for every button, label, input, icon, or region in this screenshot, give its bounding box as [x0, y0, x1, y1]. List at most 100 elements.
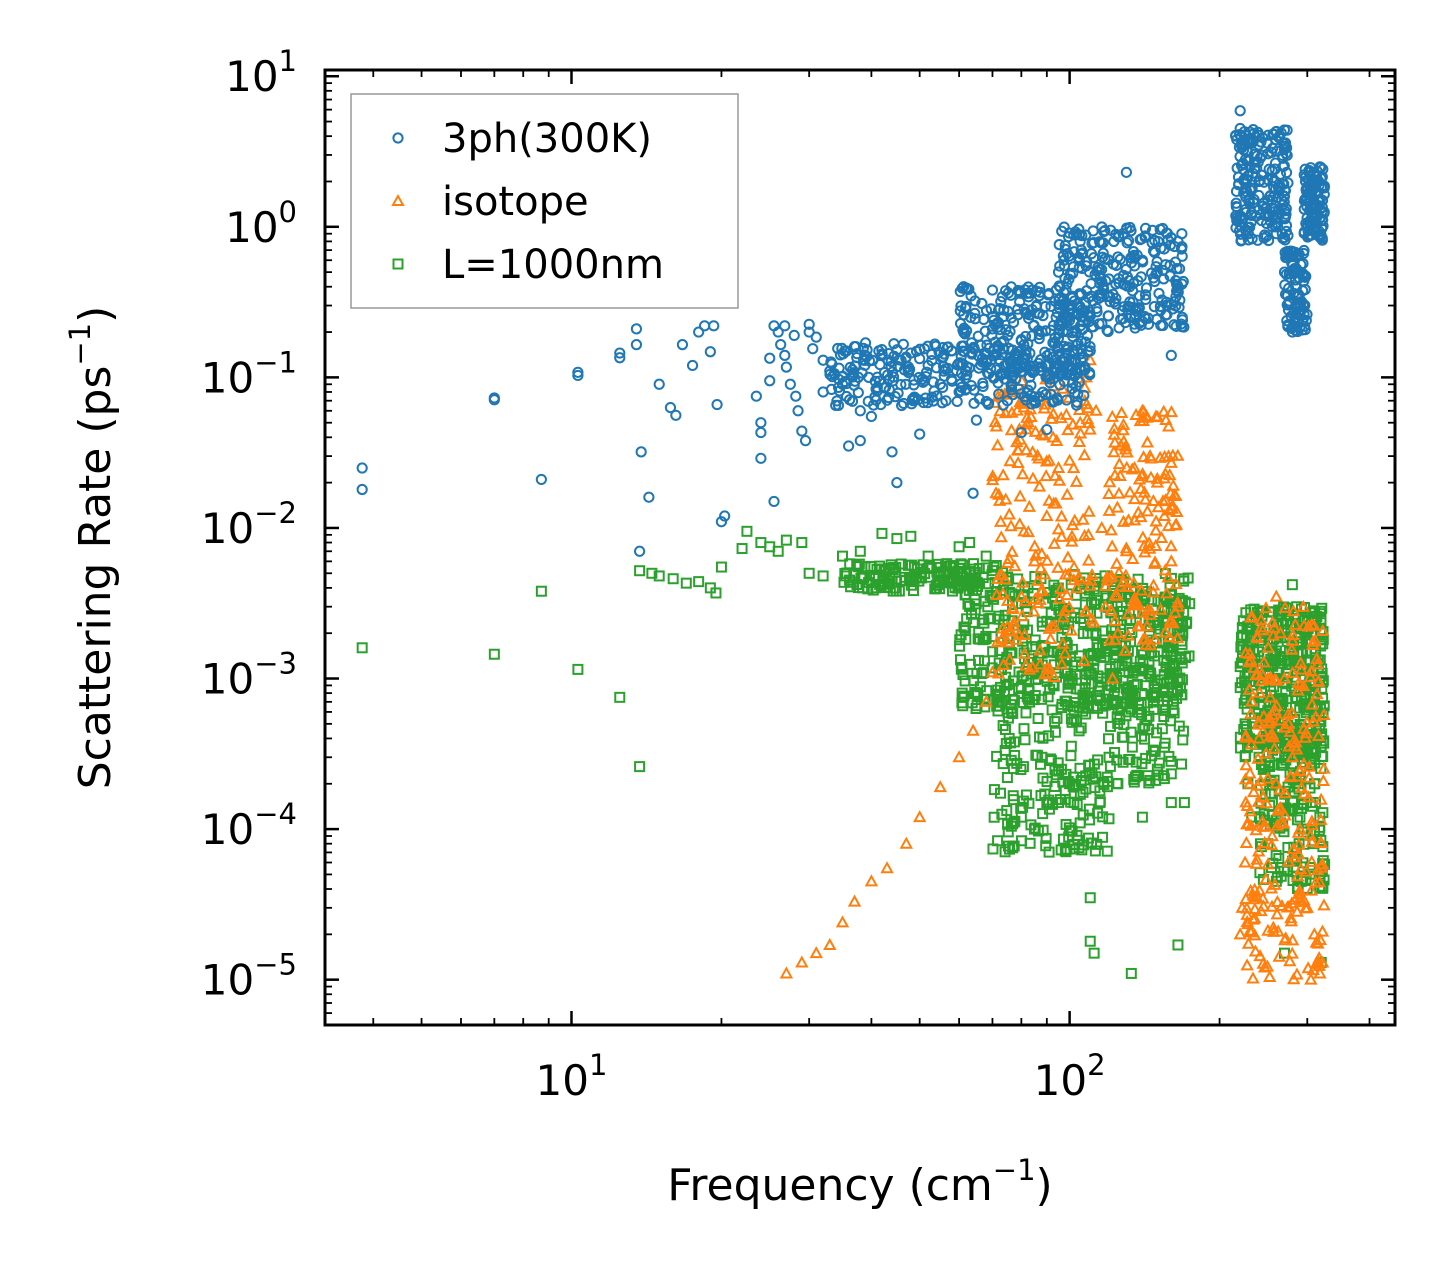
data-point-isotope: [1315, 924, 1330, 937]
data-point-isotope: [1136, 450, 1151, 463]
data-point-isotope: [880, 861, 894, 874]
data-point-isotope: [993, 514, 1008, 527]
data-point-boundary: [954, 634, 966, 646]
data-point-3ph: [989, 336, 1001, 348]
data-point-boundary: [1074, 762, 1086, 774]
data-point-boundary: [1163, 750, 1175, 762]
data-point-3ph: [987, 371, 1000, 383]
data-point-isotope: [1046, 430, 1060, 443]
data-point-boundary: [960, 633, 972, 645]
data-point-isotope: [1010, 435, 1024, 448]
data-point-3ph: [940, 395, 952, 407]
data-point-isotope: [1015, 467, 1030, 480]
data-point-isotope: [1297, 786, 1311, 799]
data-point-3ph: [883, 384, 895, 396]
data-point-isotope: [1069, 474, 1084, 487]
data-point-boundary: [741, 525, 753, 537]
data-point-boundary: [634, 565, 646, 577]
data-point-3ph: [1063, 314, 1076, 326]
data-point-3ph: [1002, 329, 1014, 341]
data-point-isotope: [1257, 709, 1271, 722]
data-point-isotope: [1050, 433, 1064, 446]
data-point-boundary: [1077, 809, 1089, 821]
data-point-isotope: [996, 657, 1011, 670]
data-point-boundary: [1075, 775, 1087, 787]
data-point-3ph: [873, 345, 885, 357]
data-point-isotope: [1169, 488, 1183, 502]
data-point-isotope: [899, 836, 913, 849]
data-point-boundary: [1139, 733, 1151, 745]
data-point-boundary: [488, 648, 500, 660]
data-point-boundary: [1153, 757, 1165, 769]
data-point-boundary: [890, 585, 902, 597]
data-point-isotope: [795, 955, 809, 968]
data-point-3ph: [871, 371, 883, 383]
data-point-3ph: [1012, 309, 1024, 321]
data-point-boundary: [1073, 725, 1085, 737]
data-point-isotope: [1243, 883, 1258, 896]
data-point-boundary: [859, 561, 871, 573]
data-point-boundary: [1006, 588, 1018, 600]
data-point-3ph: [1110, 259, 1123, 271]
data-point-3ph: [997, 399, 1009, 411]
data-point-isotope: [1275, 898, 1289, 912]
data-point-boundary: [1147, 744, 1159, 756]
data-point-isotope: [1129, 407, 1143, 420]
data-point-isotope: [1158, 625, 1172, 638]
data-point-isotope: [991, 571, 1005, 584]
data-point-boundary: [958, 621, 970, 633]
data-point-boundary: [1178, 797, 1190, 809]
data-point-isotope: [1064, 623, 1079, 636]
data-point-isotope: [996, 468, 1010, 481]
data-point-3ph: [1009, 349, 1021, 362]
data-point-isotope: [1265, 615, 1280, 628]
data-point-boundary: [891, 533, 903, 545]
data-point-isotope: [1252, 731, 1266, 744]
data-point-isotope: [1169, 517, 1184, 530]
data-point-isotope: [1019, 658, 1033, 671]
data-point-isotope: [1080, 411, 1095, 424]
data-point-3ph: [1290, 281, 1302, 293]
data-point-boundary: [1050, 769, 1062, 781]
data-point-3ph: [792, 405, 804, 417]
data-point-isotope: [1125, 462, 1139, 475]
data-point-3ph: [1093, 292, 1105, 304]
data-point-boundary: [1080, 708, 1092, 720]
data-point-3ph: [1168, 319, 1180, 331]
data-point-boundary: [1273, 853, 1285, 865]
data-point-boundary: [1043, 730, 1055, 742]
data-point-3ph: [1062, 326, 1074, 338]
data-point-3ph: [830, 399, 842, 411]
data-point-isotope: [1265, 829, 1279, 842]
data-point-boundary: [1093, 642, 1105, 654]
data-point-3ph: [1033, 333, 1045, 345]
data-point-3ph: [1117, 269, 1130, 281]
data-point-3ph: [1058, 260, 1070, 272]
data-point-boundary: [1236, 622, 1248, 634]
data-point-isotope: [1027, 539, 1042, 552]
data-point-boundary: [858, 572, 870, 584]
data-point-isotope: [1249, 856, 1264, 869]
x-axis-label-main: Frequency (cm: [667, 1160, 993, 1211]
data-point-boundary: [1168, 695, 1180, 707]
data-point-3ph: [885, 355, 897, 368]
data-point-3ph: [764, 375, 776, 387]
data-point-3ph: [1238, 175, 1250, 187]
data-point-3ph: [852, 371, 864, 383]
data-point-3ph: [1052, 266, 1065, 278]
data-point-3ph: [824, 368, 836, 381]
data-point-3ph: [937, 381, 949, 394]
data-point-isotope: [1273, 713, 1287, 726]
data-point-3ph: [957, 358, 969, 370]
data-point-boundary: [837, 550, 849, 562]
data-point-3ph: [807, 343, 819, 355]
data-point-isotope: [1306, 637, 1320, 650]
data-point-3ph: [1299, 163, 1311, 175]
data-point-boundary: [1037, 808, 1049, 820]
data-point-isotope: [1309, 709, 1323, 722]
data-point-isotope: [1012, 517, 1027, 530]
data-point-3ph: [634, 545, 646, 557]
data-point-boundary: [1148, 681, 1160, 693]
data-point-isotope: [1011, 442, 1025, 456]
data-point-boundary: [710, 587, 722, 599]
